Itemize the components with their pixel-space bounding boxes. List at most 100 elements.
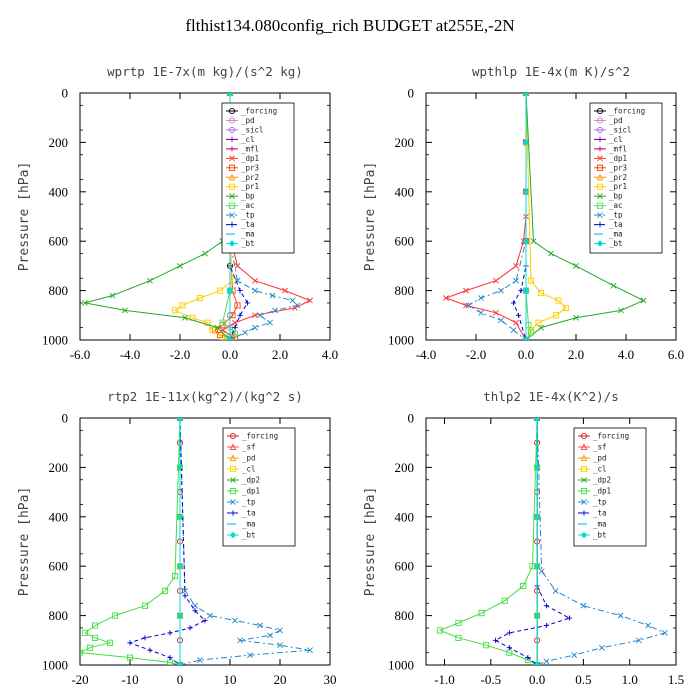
series-line-ta xyxy=(512,93,527,340)
panel-title: wpthlp 1E-4x(m K)/s^2 xyxy=(472,64,630,79)
data-point xyxy=(543,658,550,665)
legend-label: _ma xyxy=(242,520,256,529)
legend-marker xyxy=(597,136,603,142)
data-point xyxy=(226,93,234,97)
legend-label: _dp1 xyxy=(593,487,611,496)
data-point xyxy=(513,277,519,284)
data-point xyxy=(478,309,484,316)
data-point xyxy=(182,314,188,321)
data-point xyxy=(196,294,204,302)
y-tick-label: 800 xyxy=(49,283,69,298)
y-tick-label: 400 xyxy=(49,509,69,524)
data-point xyxy=(533,562,541,570)
data-point xyxy=(226,336,234,340)
legend-marker xyxy=(229,443,237,451)
panel-title: wprtp 1E-7x(m kg)/(s^2 kg) xyxy=(107,64,303,79)
data-point xyxy=(493,309,499,316)
legend-label: _pr1 xyxy=(609,182,627,191)
legend-marker xyxy=(229,454,237,462)
y-tick-label: 0 xyxy=(62,86,69,101)
legend: _forcing _sf _pd _cl _dp2 _dp1 _tp _ta _ma _bt xyxy=(222,427,296,547)
legend-label: _forcing xyxy=(593,432,629,441)
legend-label: _ma xyxy=(241,230,255,239)
series-line-tp xyxy=(467,93,527,340)
data-point xyxy=(566,615,573,621)
legend: _forcing _sf _pd _cl _dp2 _dp1 _tp _ta _ma _bt xyxy=(573,427,647,547)
series-line-dp1 xyxy=(438,418,538,665)
data-point xyxy=(548,250,554,257)
legend-label: _tp xyxy=(241,211,255,220)
data-point xyxy=(510,327,517,334)
data-point xyxy=(530,238,537,245)
series-line-bp xyxy=(525,93,645,340)
y-tick-label: 400 xyxy=(49,184,69,199)
data-point xyxy=(610,282,617,289)
data-point xyxy=(510,300,517,306)
legend-marker xyxy=(229,465,237,473)
data-point xyxy=(91,622,99,629)
data-point xyxy=(252,324,258,331)
x-tick-label: 0.0 xyxy=(222,347,238,362)
data-point xyxy=(661,629,668,636)
legend-marker xyxy=(229,222,235,228)
data-point xyxy=(552,312,560,319)
data-point xyxy=(227,337,233,340)
data-point xyxy=(182,587,188,594)
y-tick-label: 800 xyxy=(395,608,415,623)
legend-label: _sf xyxy=(242,443,256,452)
data-point xyxy=(455,619,462,627)
legend-marker xyxy=(596,126,604,133)
series-line-ta xyxy=(128,418,206,665)
x-tick-label: -6.0 xyxy=(70,347,91,362)
data-point xyxy=(232,319,238,326)
data-point xyxy=(617,612,624,619)
legend-label: _bp xyxy=(241,192,255,201)
data-point xyxy=(197,657,203,663)
figure-title: flthist134.080config_rich BUDGET at255E,… xyxy=(185,16,514,35)
x-tick-label: 0.0 xyxy=(518,347,534,362)
legend-marker xyxy=(228,240,236,247)
legend-label: _dp1 xyxy=(609,154,627,163)
panel-title: thlp2 1E-4x(K^2)/s xyxy=(483,389,618,404)
data-point xyxy=(571,652,578,659)
data-point xyxy=(91,634,99,641)
y-tick-label: 200 xyxy=(395,135,415,150)
y-tick-label: 400 xyxy=(395,509,415,524)
series-group xyxy=(443,93,647,340)
data-point xyxy=(232,617,238,624)
legend-label: _sf xyxy=(593,443,607,452)
legend-marker xyxy=(597,155,603,162)
data-point xyxy=(533,418,541,422)
data-point xyxy=(599,644,605,651)
x-tick-label: -10 xyxy=(121,672,138,687)
legend: _forcing_pd_sicl_cl_mfl_dp1_pr3_pr2_pr1_… xyxy=(221,102,295,254)
legend-marker xyxy=(229,212,235,219)
data-point xyxy=(523,337,529,340)
data-point xyxy=(522,336,530,340)
data-point xyxy=(216,287,224,294)
data-point xyxy=(267,319,273,326)
data-point xyxy=(257,622,263,629)
series-line-ta xyxy=(494,418,571,665)
data-point xyxy=(533,612,541,619)
data-point xyxy=(537,290,545,297)
data-point xyxy=(636,637,642,644)
data-point xyxy=(177,418,183,421)
x-tick-label: 0.0 xyxy=(529,672,545,687)
legend-label: _pr1 xyxy=(241,182,259,191)
data-point xyxy=(176,464,184,471)
legend-label: _ta xyxy=(609,220,623,229)
legend-label: _mfl xyxy=(241,144,259,153)
data-point xyxy=(436,627,443,634)
data-point xyxy=(247,652,253,659)
legend-marker xyxy=(597,146,603,152)
legend-label: _bp xyxy=(609,192,623,201)
data-point xyxy=(552,587,559,594)
data-point xyxy=(573,262,579,269)
series-line-bp xyxy=(84,93,231,340)
x-tick-label: 6.0 xyxy=(668,347,684,362)
x-tick-label: 4.0 xyxy=(322,347,338,362)
data-point xyxy=(80,649,84,656)
data-point xyxy=(645,622,652,629)
